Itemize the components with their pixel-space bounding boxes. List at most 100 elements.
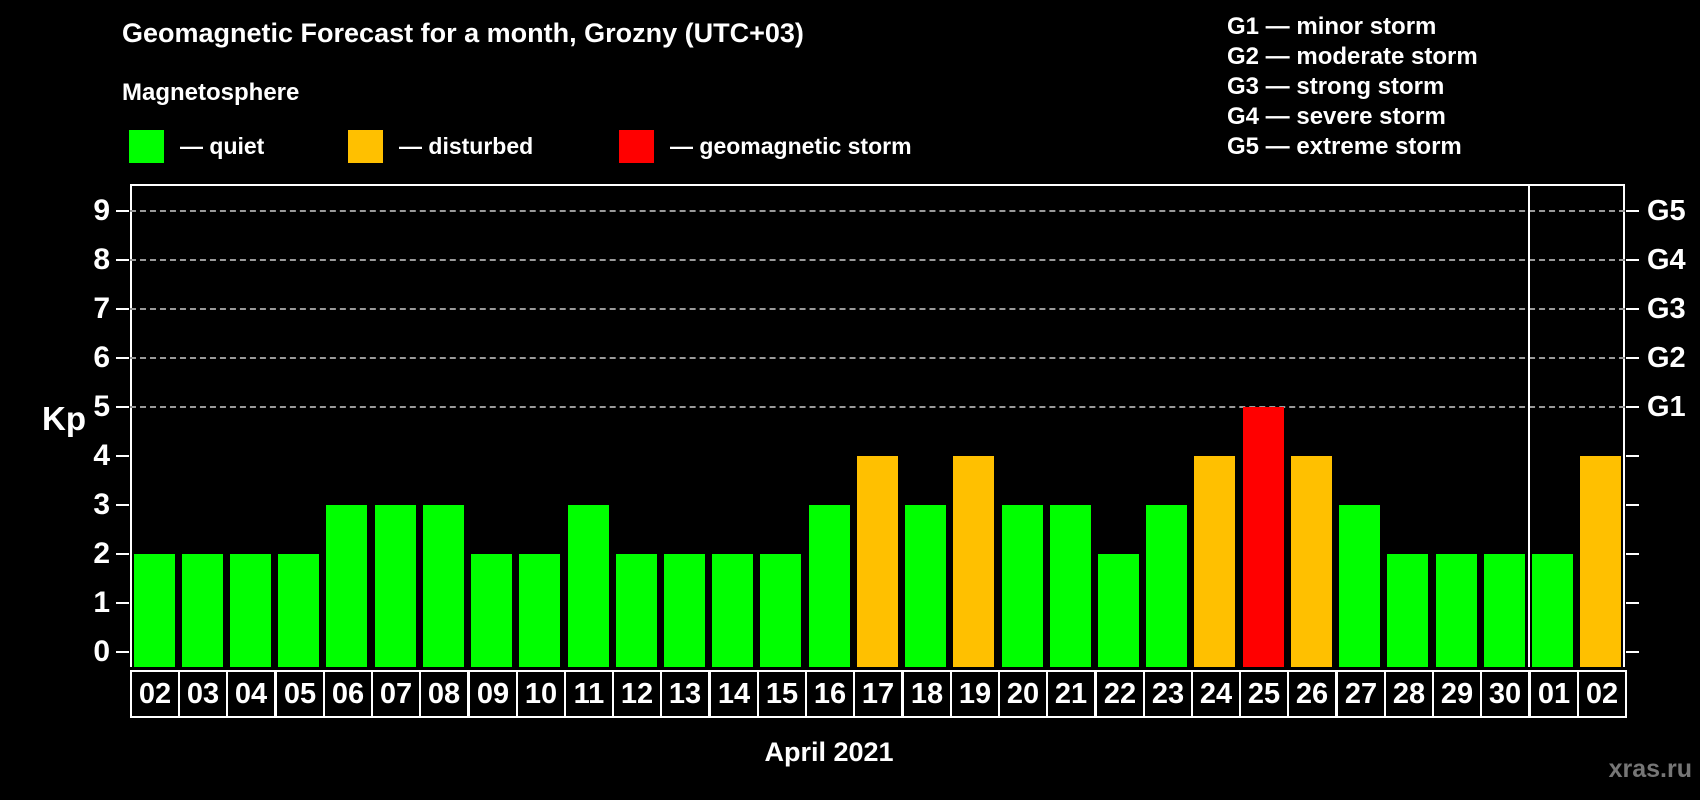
bar-22-kp2: [1098, 554, 1139, 667]
bar-29-kp2: [1436, 554, 1477, 667]
bar-09-kp2: [471, 554, 512, 667]
kp-tick-label-9: 9: [93, 194, 110, 227]
date-box-5-07: 07: [371, 670, 421, 718]
date-box-21-23: 23: [1143, 670, 1193, 718]
bar-07-kp3: [375, 505, 416, 667]
g-legend-line-g3: G3 — strong storm: [1227, 73, 1445, 100]
kp-tick-left-4: [116, 455, 129, 457]
bar-25-kp5: [1243, 407, 1284, 667]
page-title: Geomagnetic Forecast for a month, Grozny…: [122, 18, 804, 48]
date-box-1-03: 03: [178, 670, 228, 718]
disturbed-swatch-icon: [348, 129, 383, 163]
date-box-6-08: 08: [419, 670, 469, 718]
storm-swatch-icon: [619, 129, 654, 163]
magnetosphere-legend: — quiet — disturbed — geomagnetic storm: [129, 128, 912, 164]
date-box-7-09: 09: [468, 670, 518, 718]
kp-tick-label-7: 7: [93, 292, 110, 325]
bar-30-kp2: [1484, 554, 1525, 667]
kp-tick-right-9: [1626, 210, 1639, 212]
date-box-27-29: 29: [1432, 670, 1482, 718]
kp-tick-right-2: [1626, 553, 1639, 555]
date-box-13-15: 15: [757, 670, 807, 718]
date-box-10-12: 12: [612, 670, 662, 718]
gridline-g3: [130, 308, 1625, 310]
kp-tick-right-7: [1626, 308, 1639, 310]
kp-tick-right-1: [1626, 602, 1639, 604]
kp-tick-left-5: [116, 406, 129, 408]
right-axis-label-g1: G1: [1647, 391, 1686, 423]
date-box-28-30: 30: [1480, 670, 1530, 718]
plot-frame-top: [130, 184, 1625, 186]
bar-02-kp4: [1580, 456, 1621, 667]
date-box-4-06: 06: [323, 670, 373, 718]
date-box-24-26: 26: [1287, 670, 1337, 718]
bar-01-kp2: [1532, 554, 1573, 667]
gridline-g1: [130, 406, 1625, 408]
g-legend-line-g5: G5 — extreme storm: [1227, 133, 1462, 160]
bar-03-kp2: [182, 554, 223, 667]
bar-21-kp3: [1050, 505, 1091, 667]
date-box-8-10: 10: [516, 670, 566, 718]
date-box-14-16: 16: [805, 670, 855, 718]
date-box-29-01: 01: [1529, 670, 1579, 718]
right-axis-line: [1623, 184, 1625, 667]
bar-02-kp2: [134, 554, 175, 667]
date-box-30-02: 02: [1577, 670, 1627, 718]
kp-tick-label-6: 6: [93, 341, 110, 374]
date-box-26-28: 28: [1384, 670, 1434, 718]
bar-08-kp3: [423, 505, 464, 667]
kp-tick-right-5: [1626, 406, 1639, 408]
bar-04-kp2: [230, 554, 271, 667]
kp-tick-label-1: 1: [93, 586, 110, 619]
kp-tick-right-0: [1626, 651, 1639, 653]
right-axis-label-g4: G4: [1647, 244, 1686, 276]
date-box-12-14: 14: [709, 670, 759, 718]
date-box-20-22: 22: [1095, 670, 1145, 718]
kp-tick-right-3: [1626, 504, 1639, 506]
plot-area: G1 G2 G3 G4 G5 0 1 2 3 4 5 6 7 8 9: [93, 184, 1686, 668]
kp-tick-right-6: [1626, 357, 1639, 359]
legend-item-quiet: — quiet: [129, 129, 348, 163]
bar-13-kp2: [664, 554, 705, 667]
right-axis-label-g3: G3: [1647, 293, 1686, 325]
right-axis-label-g5: G5: [1647, 195, 1686, 227]
kp-tick-label-2: 2: [93, 537, 110, 570]
date-box-3-05: 05: [275, 670, 325, 718]
kp-tick-left-0: [116, 651, 129, 653]
kp-tick-left-2: [116, 553, 129, 555]
bar-14-kp2: [712, 554, 753, 667]
gridline-g2: [130, 357, 1625, 359]
date-box-17-19: 19: [950, 670, 1000, 718]
kp-tick-label-3: 3: [93, 488, 110, 521]
kp-tick-left-9: [116, 210, 129, 212]
bar-23-kp3: [1146, 505, 1187, 667]
date-box-25-27: 27: [1336, 670, 1386, 718]
kp-tick-label-4: 4: [93, 439, 110, 472]
kp-tick-left-8: [116, 259, 129, 261]
bar-20-kp3: [1002, 505, 1043, 667]
date-box-19-21: 21: [1046, 670, 1096, 718]
date-box-11-13: 13: [660, 670, 710, 718]
g-scale-legend: G1 — minor storm G2 — moderate storm G3 …: [1227, 12, 1478, 162]
legend-item-disturbed: — disturbed: [348, 129, 619, 163]
quiet-swatch-icon: [129, 129, 164, 163]
month-separator: [1528, 184, 1530, 667]
date-box-0-02: 02: [130, 670, 180, 718]
legend-item-storm: — geomagnetic storm: [619, 129, 912, 163]
g-legend-line-g2: G2 — moderate storm: [1227, 43, 1478, 70]
date-box-9-11: 11: [564, 670, 614, 718]
bar-28-kp2: [1387, 554, 1428, 667]
kp-tick-right-4: [1626, 455, 1639, 457]
bar-27-kp3: [1339, 505, 1380, 667]
kp-tick-left-7: [116, 308, 129, 310]
bar-11-kp3: [568, 505, 609, 667]
bar-26-kp4: [1291, 456, 1332, 667]
date-box-15-17: 17: [853, 670, 903, 718]
bar-12-kp2: [616, 554, 657, 667]
y-axis-title: Kp: [42, 400, 86, 437]
bar-05-kp2: [278, 554, 319, 667]
kp-tick-left-6: [116, 357, 129, 359]
bar-16-kp3: [809, 505, 850, 667]
bar-15-kp2: [760, 554, 801, 667]
date-box-23-25: 25: [1239, 670, 1289, 718]
